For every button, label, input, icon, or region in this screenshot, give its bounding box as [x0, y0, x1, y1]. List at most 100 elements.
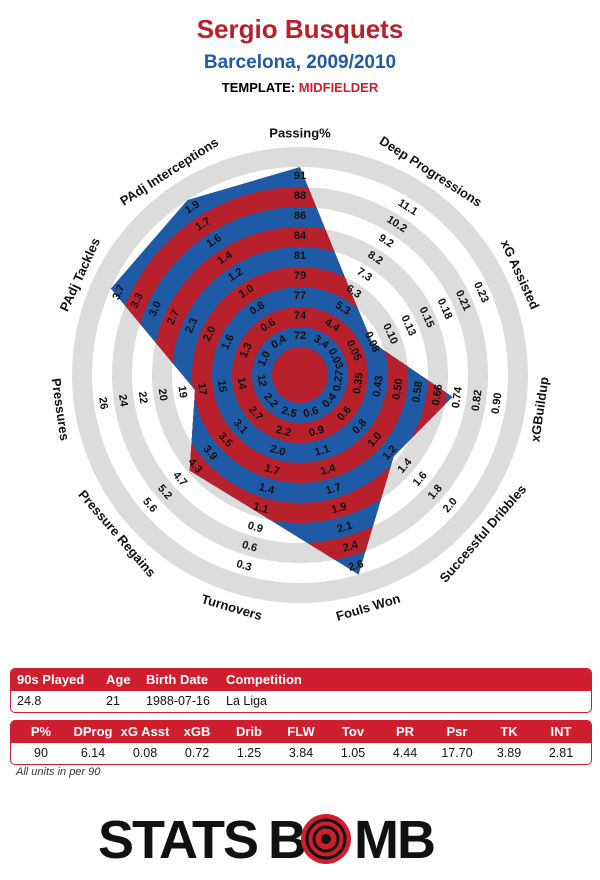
- radar-tick-label: 1.4: [319, 462, 338, 478]
- radar-tick-label: 1.6: [219, 333, 236, 352]
- radar-tick-label: 1.7: [263, 462, 281, 478]
- radar-tick-label: 3.7: [110, 283, 127, 302]
- radar-tick-label: 2.3: [183, 316, 200, 335]
- statsbomb-logo: STATS B MB: [98, 810, 436, 868]
- radar-tick-label: 12: [255, 374, 269, 388]
- profile-value-90s: 24.8: [17, 694, 42, 708]
- radar-tick-label: 20: [156, 388, 170, 402]
- team-season: Barcelona, 2009/2010: [203, 52, 397, 73]
- profile-header-row: 90s Played Age Birth Date Competition: [11, 669, 591, 691]
- profile-value-age: 21: [106, 694, 120, 708]
- radar-tick-label: 2.0: [201, 324, 218, 343]
- stats-header-flw: FLW: [287, 724, 315, 739]
- stats-header-dprog: DProg: [73, 724, 113, 739]
- radar-tick-label: 2.4: [341, 539, 360, 555]
- radar-tick-label: 0.6: [302, 405, 320, 421]
- stats-value-row: 90 6.14 0.08 0.72 1.25 3.84 1.05 4.44 17…: [11, 743, 591, 763]
- stats-value-pr: 4.44: [392, 746, 418, 760]
- radar-tick-label: 1.9: [330, 500, 348, 516]
- profile-header-birthdate: Birth Date: [146, 672, 209, 687]
- radar-tick-label: 84: [294, 230, 307, 242]
- radar-metric-label: xGBuildup: [527, 376, 551, 443]
- radar-tick-label: 77: [294, 290, 306, 302]
- radar-tick-label: 91: [294, 170, 306, 182]
- radar-tick-label: 0.43: [371, 375, 386, 398]
- radar-tick-label: 1.1: [252, 500, 270, 516]
- radar-tick-label: 81: [294, 250, 306, 262]
- profile-header-competition: Competition: [226, 672, 302, 687]
- stats-header-xgb: xGB: [183, 724, 211, 739]
- stats-table: P% DProg xG Asst xGB Drib FLW Tov PR Psr…: [10, 720, 592, 765]
- stats-header-drib: Drib: [236, 724, 262, 739]
- template-key: TEMPLATE:: [221, 80, 296, 95]
- stats-value-tov: 1.05: [340, 746, 366, 760]
- radar-tick-label: 0.9: [246, 520, 264, 536]
- radar-tick-label: 0.90: [490, 392, 505, 415]
- radar-tick-label: 0.58: [410, 380, 425, 403]
- radar-tick-label: 0.74: [450, 385, 465, 409]
- radar-tick-label: 86: [294, 210, 306, 222]
- stats-header-psr: Psr: [446, 724, 468, 739]
- radar-tick-label: 2.1: [336, 520, 354, 536]
- stats-header-pr: PR: [395, 724, 415, 739]
- radar-tick-label: 79: [294, 270, 306, 282]
- radar-tick-label: 15: [215, 379, 229, 393]
- radar-metric-label: Passing%: [269, 126, 331, 141]
- radar-tick-label: 0.27: [331, 369, 346, 392]
- radar-tick-label: 0.35: [351, 372, 366, 395]
- stats-header-row: P% DProg xG Asst xGB Drib FLW Tov PR Psr…: [11, 721, 591, 743]
- stats-value-dprog: 6.14: [80, 746, 106, 760]
- radar-tick-label: 1.4: [257, 481, 276, 497]
- player-name: Sergio Busquets: [196, 14, 404, 44]
- logo-mb-text: MB: [354, 810, 434, 868]
- template-label: TEMPLATE: MIDFIELDER: [0, 80, 600, 95]
- template-value: MIDFIELDER: [298, 80, 379, 95]
- stats-value-flw: 3.84: [288, 746, 314, 760]
- radar-tick-label: 3.3: [129, 291, 146, 310]
- radar-tick-label: 0.66: [430, 383, 445, 406]
- radar-tick-label: 0.50: [391, 378, 406, 401]
- radar-tick-label: 2.5: [280, 405, 298, 421]
- radar-tick-label: 74: [294, 310, 307, 322]
- stats-header-tk: TK: [500, 724, 518, 739]
- radar-tick-label: 2.0: [269, 443, 287, 459]
- stats-value-int: 2.81: [548, 746, 574, 760]
- profile-value-row: 24.8 21 1988-07-16 La Liga: [11, 691, 591, 711]
- radar-tick-label: 1.1: [313, 443, 331, 459]
- profile-value-competition: La Liga: [226, 694, 268, 708]
- radar-tick-label: 26: [96, 396, 110, 410]
- radar-tick-label: 0.6: [241, 539, 259, 555]
- radar-tick-label: 72: [294, 330, 306, 342]
- profile-header-90s: 90s Played: [17, 672, 85, 687]
- logo-b-letter: B: [268, 810, 307, 868]
- stats-value-xgasst: 0.08: [132, 746, 158, 760]
- stats-value-drib: 1.25: [236, 746, 262, 760]
- radar-tick-label: 19: [175, 385, 189, 399]
- stats-value-psr: 17.70: [441, 746, 473, 760]
- units-footnote: All units in per 90: [16, 766, 101, 778]
- profile-table: 90s Played Age Birth Date Competition 24…: [10, 668, 592, 713]
- stats-header-int: INT: [550, 724, 572, 739]
- radar-data-core: [281, 356, 319, 394]
- radar-tick-label: 17: [195, 382, 209, 396]
- radar-tick-label: 88: [294, 190, 306, 202]
- radar-tick-label: 0.82: [470, 389, 485, 412]
- stats-header-passing: P%: [30, 724, 52, 739]
- radar-tick-label: 2.7: [165, 308, 182, 327]
- profile-header-age: Age: [106, 672, 131, 687]
- logo-stats-text: STATS: [98, 810, 257, 868]
- stats-header-tov: Tov: [341, 724, 365, 739]
- radar-tick-label: 24: [116, 394, 130, 409]
- radar-chart: 727477798184868891Passing%3.44.45.36.37.…: [49, 126, 552, 624]
- stats-value-tk: 3.89: [496, 746, 522, 760]
- radar-tick-label: 2.2: [274, 424, 292, 440]
- stats-value-xgb: 0.72: [184, 746, 210, 760]
- radar-metric-label: Pressures: [49, 377, 73, 441]
- stats-header-xgasst: xG Asst: [120, 724, 170, 739]
- radar-tick-label: 1.7: [324, 481, 342, 497]
- profile-value-birthdate: 1988-07-16: [146, 694, 210, 708]
- radar-tick-label: 2.6: [347, 558, 365, 574]
- radar-tick-label: 0.3: [235, 558, 253, 574]
- stats-value-passing: 90: [34, 746, 48, 760]
- radar-tick-label: 1.3: [238, 341, 255, 360]
